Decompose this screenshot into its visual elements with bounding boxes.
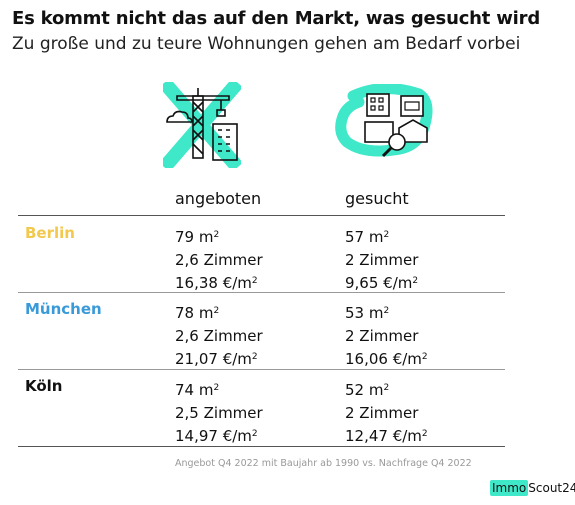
page-subtitle: Zu große und zu teure Wohnungen gehen am…: [12, 34, 521, 54]
wanted-area: 53 m2: [345, 304, 390, 322]
wanted-rooms: 2 Zimmer: [345, 327, 419, 345]
offered-rooms: 2,5 Zimmer: [175, 404, 263, 422]
offered-price: 21,07 €/m2: [175, 350, 258, 368]
column-header-offered: angeboten: [175, 189, 262, 208]
offered-price: 14,97 €/m2: [175, 427, 258, 445]
table-bottom-divider: [18, 446, 505, 447]
wanted-rooms: 2 Zimmer: [345, 404, 419, 422]
column-header-wanted: gesucht: [345, 189, 409, 208]
offered-cell-berlin: 79 m2 2,6 Zimmer 16,38 €/m2: [175, 226, 263, 295]
offered-area: 79 m2: [175, 228, 220, 246]
wanted-rooms: 2 Zimmer: [345, 251, 419, 269]
wanted-cell-muenchen: 53 m2 2 Zimmer 16,06 €/m2: [345, 302, 428, 371]
offered-cell-muenchen: 78 m2 2,6 Zimmer 21,07 €/m2: [175, 302, 263, 371]
offered-cell-koeln: 74 m2 2,5 Zimmer 14,97 €/m2: [175, 379, 263, 448]
brand-logo: Immo Scout24: [490, 480, 575, 496]
offered-rooms: 2,6 Zimmer: [175, 327, 263, 345]
city-label-muenchen: München: [25, 300, 102, 318]
wanted-price: 16,06 €/m2: [345, 350, 428, 368]
brand-logo-part1: Immo: [490, 480, 529, 496]
city-label-berlin: Berlin: [25, 224, 75, 242]
row-divider: [18, 369, 505, 370]
wanted-area: 57 m2: [345, 228, 390, 246]
page-title: Es kommt nicht das auf den Markt, was ge…: [12, 8, 541, 29]
brand-logo-part2: Scout24: [528, 481, 575, 495]
wanted-cell-berlin: 57 m2 2 Zimmer 9,65 €/m2: [345, 226, 418, 295]
offered-area: 74 m2: [175, 381, 220, 399]
city-label-koeln: Köln: [25, 377, 63, 395]
offered-area: 78 m2: [175, 304, 220, 322]
header-divider: [18, 215, 505, 216]
row-divider: [18, 292, 505, 293]
offered-rooms: 2,6 Zimmer: [175, 251, 263, 269]
wanted-cell-koeln: 52 m2 2 Zimmer 12,47 €/m2: [345, 379, 428, 448]
wanted-price: 12,47 €/m2: [345, 427, 428, 445]
wanted-area: 52 m2: [345, 381, 390, 399]
crane-buildings-crossed-icon: [159, 78, 243, 172]
search-apartments-icon: [333, 82, 433, 168]
source-note: Angebot Q4 2022 mit Baujahr ab 1990 vs. …: [175, 458, 472, 469]
wanted-price: 9,65 €/m2: [345, 274, 419, 292]
offered-price: 16,38 €/m2: [175, 274, 258, 292]
